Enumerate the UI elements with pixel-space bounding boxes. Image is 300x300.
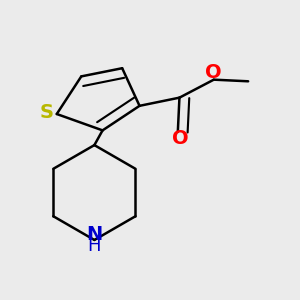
Text: H: H — [88, 237, 101, 255]
Text: O: O — [205, 63, 221, 82]
Text: O: O — [172, 129, 189, 148]
Text: S: S — [39, 103, 53, 122]
Text: N: N — [86, 225, 103, 244]
